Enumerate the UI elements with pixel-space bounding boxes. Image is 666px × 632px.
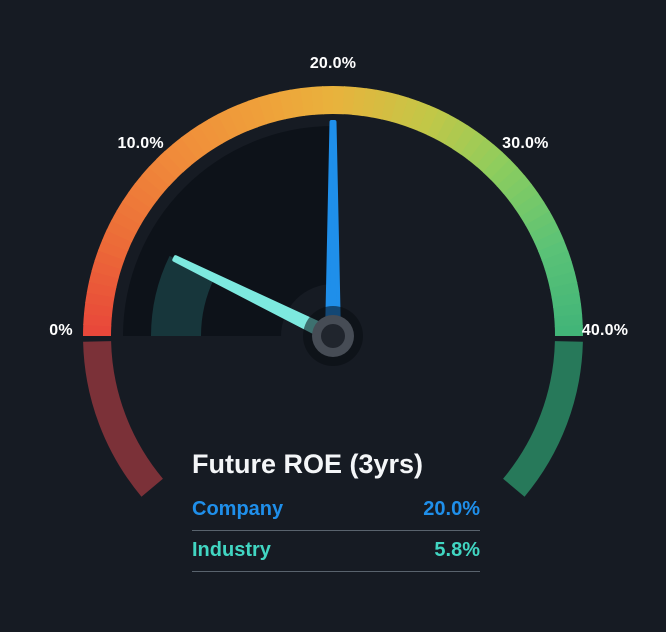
gauge-tick-20: 20.0% [309,55,357,72]
gauge-title: Future ROE (3yrs) [192,449,424,479]
legend: Future ROE (3yrs) Company 20.0% Industry… [192,449,480,572]
legend-row-industry: Industry 5.8% [192,531,480,572]
legend-row-company: Company 20.0% [192,490,480,531]
gauge-hub-center [321,324,345,348]
gauge-tick-30: 30.0% [502,134,549,152]
legend-value-industry: 5.8% [434,539,480,561]
legend-label-company: Company [192,498,284,520]
gauge-arc-muted-right [502,340,583,497]
gauge-tick-40: 40.0% [581,322,629,339]
legend-value-company: 20.0% [423,498,480,520]
gauge-tick-0: 0% [49,322,73,339]
gauge-arc [83,85,583,337]
gauge-tick-10: 10.0% [117,134,164,152]
gauge-arc-muted-left [83,340,164,497]
legend-label-industry: Industry [192,539,271,561]
industry-range-band [151,255,215,336]
